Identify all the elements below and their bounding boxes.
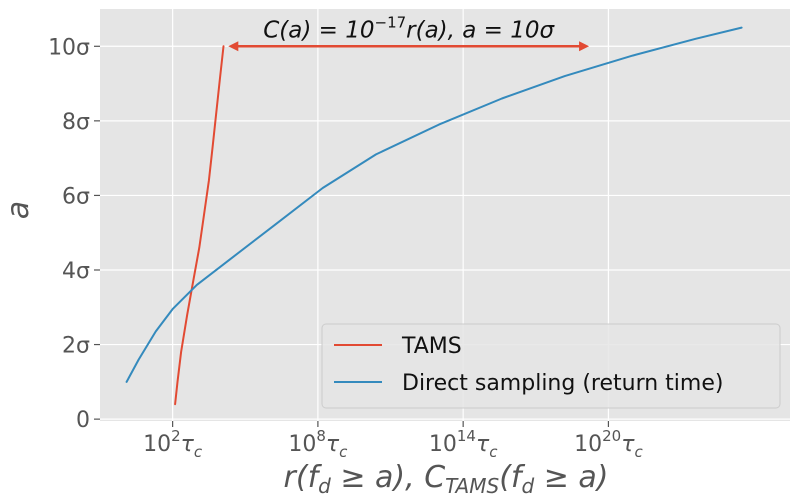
y-tick-label: 4σ <box>62 259 90 284</box>
y-tick-label: 10σ <box>48 35 90 60</box>
y-tick-label: 2σ <box>62 334 90 359</box>
annotation-layer: C(a) = 10−17r(a), a = 10σ <box>228 13 590 52</box>
legend-label: TAMS <box>401 334 462 359</box>
series-layer <box>125 26 743 406</box>
x-axis-label: r(fd ≥ a), CTAMS(fd ≥ a) <box>284 460 609 498</box>
annotation-text: C(a) = 10−17r(a), a = 10σ <box>263 13 555 43</box>
series-line-direct-sampling <box>125 26 743 383</box>
y-tick-label: 6σ <box>62 184 90 209</box>
y-tick-label: 8σ <box>62 110 90 135</box>
x-tick-label: 1020τc <box>574 427 643 461</box>
x-tick-label: 1014τc <box>429 427 498 461</box>
y-tick-label: 0 <box>76 408 90 433</box>
legend-label: Direct sampling (return time) <box>402 371 723 396</box>
legend: TAMS Direct sampling (return time) <box>321 323 781 409</box>
annotation-arrowhead-right <box>579 41 590 52</box>
x-tick-label: 108τc <box>288 427 348 461</box>
x-tick-label: 102τc <box>143 427 203 461</box>
series-line-tams <box>174 45 225 406</box>
annotation-arrowhead-left <box>228 41 239 52</box>
axis-ticks: 0 2σ 4σ 6σ 8σ 10σ 102τc 108τc 1014τc 1020τc <box>48 35 643 461</box>
y-axis-label: a <box>1 201 36 219</box>
legend-box <box>321 323 781 409</box>
